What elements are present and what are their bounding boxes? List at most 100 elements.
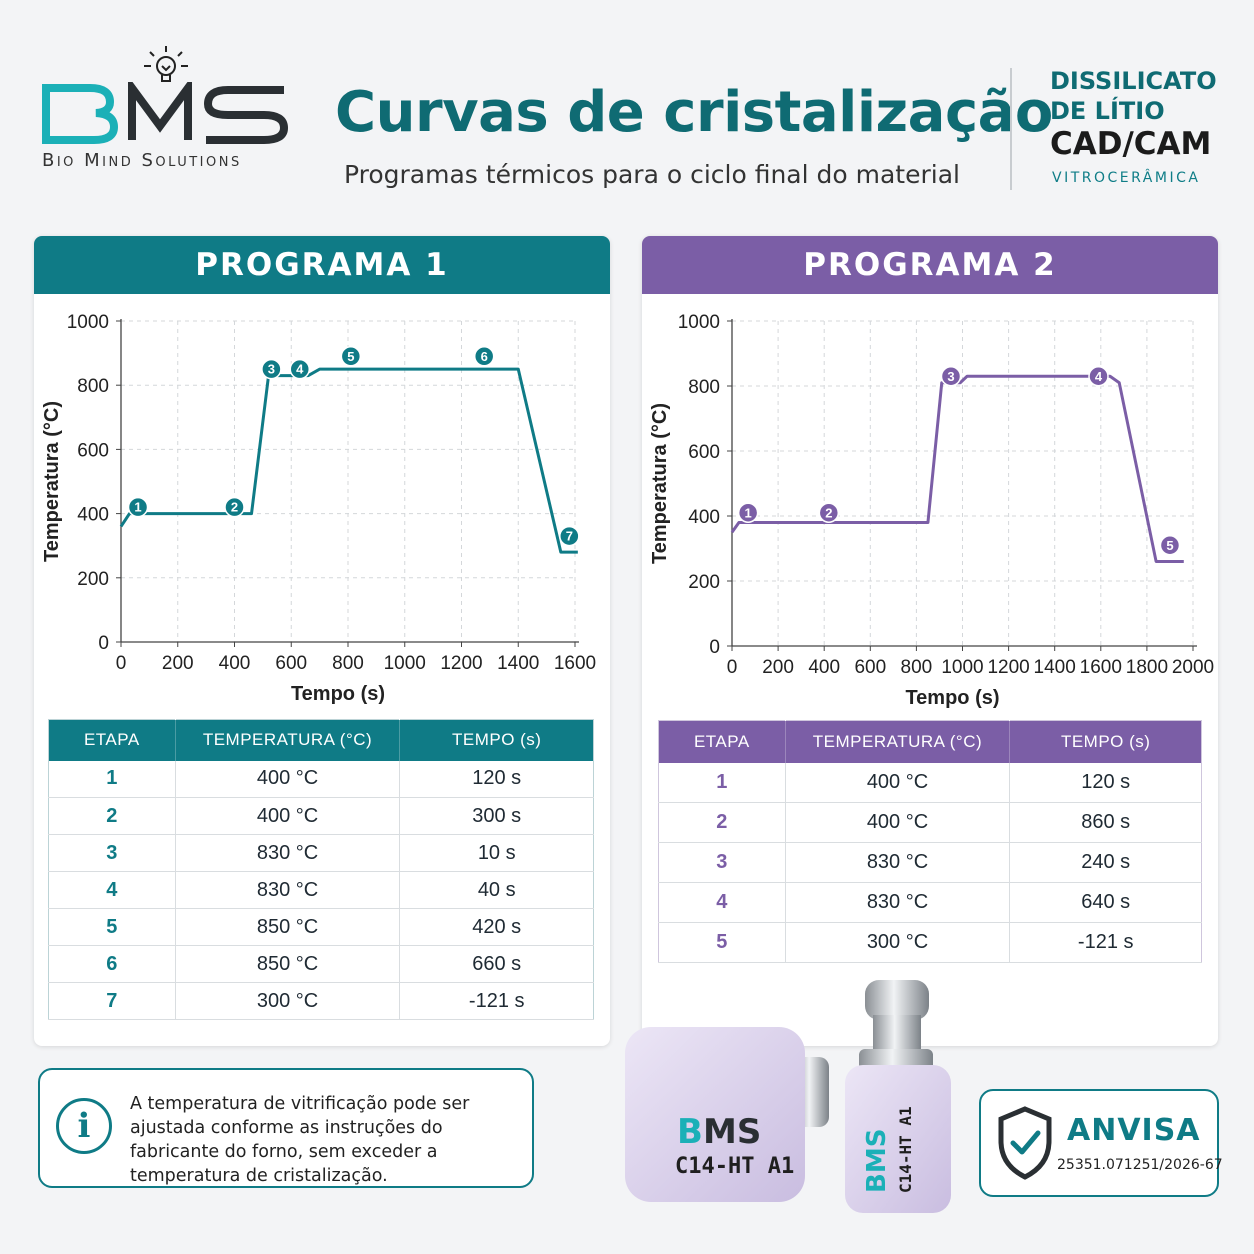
program-2-x-tick-label: 1800 — [1126, 657, 1168, 678]
program-1-stage-marker: 4 — [289, 358, 311, 380]
program-2-table-row: 2 400 °C 860 s — [658, 802, 1202, 843]
program-1-stage-cell: 5 — [48, 908, 176, 946]
program-2-time-cell: 240 s — [1009, 842, 1202, 883]
program-1-table-row: 7 300 °C -121 s — [48, 982, 594, 1020]
brand-logo: Bio Mind Solutions — [40, 42, 290, 172]
program-2-table-row: 5 300 °C -121 s — [658, 922, 1202, 963]
program-1-y-axis-label: Temperatura (°C) — [41, 401, 63, 562]
program-2-y-tick-label: 600 — [688, 442, 720, 463]
program-2-x-tick-label: 1000 — [941, 657, 983, 678]
page-subtitle: Programas térmicos para o ciclo final do… — [344, 160, 960, 189]
program-2-table-row: 4 830 °C 640 s — [658, 882, 1202, 923]
program-2-x-tick-label: 1200 — [987, 657, 1029, 678]
program-1-x-tick-label: 400 — [219, 653, 251, 674]
program-2-stage-marker-label: 3 — [947, 369, 954, 384]
program-2-stage-marker: 2 — [818, 502, 840, 523]
program-1-table: ETAPA TEMPERATURA (°C) TEMPO (s) 1 400 °C 120… — [48, 719, 594, 1020]
brand-tagline: Bio Mind Solutions — [42, 150, 242, 171]
program-2-x-tick-label: 200 — [762, 657, 794, 678]
program-1-x-tick-label: 0 — [116, 653, 127, 674]
program-1-x-tick-label: 1600 — [554, 653, 596, 674]
program-2-x-tick-label: 2000 — [1172, 657, 1214, 678]
program-1-time-cell: 420 s — [399, 908, 594, 946]
program-1-time-cell: 300 s — [399, 797, 594, 835]
program-1-table-row: 1 400 °C 120 s — [48, 760, 594, 798]
program-1-stage-cell: 6 — [48, 945, 176, 983]
program-2-chart: 0 200 400 600 800 1000 1200 1400 1600 1800 2000020… — [649, 312, 1214, 709]
program-2-table-header-cell: ETAPA — [658, 720, 786, 763]
info-note-text: A temperatura de vitrificação pode ser a… — [130, 1094, 470, 1186]
program-1-x-tick-label: 1400 — [497, 653, 539, 674]
program-2-y-tick-label: 200 — [688, 572, 720, 593]
program-2-stage-marker-label: 4 — [1095, 369, 1103, 384]
program-1-y-tick-label: 800 — [77, 376, 109, 397]
program-1-temperature-cell: 850 °C — [175, 945, 401, 983]
logo-letters — [42, 82, 289, 144]
anvisa-title: ANVISA — [1067, 1113, 1201, 1148]
program-1-stage-marker-label: 4 — [296, 362, 304, 377]
program-1-stage-cell: 2 — [48, 797, 176, 835]
program-2-y-tick-label: 1000 — [678, 312, 720, 333]
program-1-stage-cell: 7 — [48, 982, 176, 1020]
program-1-stage-marker-circle — [559, 525, 580, 547]
program-2-temperature-cell: 300 °C — [785, 922, 1011, 963]
program-1-stage-marker-label: 7 — [566, 529, 573, 544]
program-1-stage-marker-circle — [289, 358, 311, 380]
program-2-x-tick-label: 600 — [854, 657, 886, 678]
program-2-temperature-cell: 830 °C — [785, 882, 1011, 923]
program-2-stage-marker-circle — [1088, 366, 1109, 387]
header-divider — [1010, 68, 1012, 190]
program-1-stage-marker: 7 — [559, 525, 580, 547]
program-1-stage-cell: 3 — [48, 834, 176, 872]
program-2-y-tick-label: 400 — [688, 507, 720, 528]
program-1-stage-marker-circle — [224, 496, 245, 518]
program-1-table-header-cell: ETAPA — [48, 719, 176, 761]
program-1-stage-marker: 3 — [261, 358, 282, 380]
program-2-x-tick-label: 800 — [901, 657, 933, 678]
program-1-table-header-row: ETAPA TEMPERATURA (°C) TEMPO (s) — [48, 719, 594, 761]
program-1-stage-marker-label: 5 — [347, 349, 354, 364]
program-1-stage-marker: 6 — [473, 346, 495, 367]
program-1-x-tick-label: 200 — [162, 653, 194, 674]
program-1-stage-marker-label: 1 — [134, 500, 141, 515]
program-1-table-row: 5 850 °C 420 s — [48, 908, 594, 946]
program-2-stage-marker-circle — [1159, 535, 1181, 556]
program-2-table: ETAPA TEMPERATURA (°C) TEMPO (s) 1 400 °C 120… — [658, 720, 1202, 963]
program-1-time-cell: 120 s — [399, 760, 594, 798]
program-2-time-cell: 120 s — [1009, 762, 1202, 803]
program-2-stage-cell: 4 — [658, 882, 786, 923]
program-1-x-tick-label: 1200 — [440, 653, 482, 674]
program-1-temperature-cell: 400 °C — [175, 797, 401, 835]
program-1-stage-cell: 4 — [48, 871, 176, 909]
info-note: i A temperatura de vitrificação pode ser… — [38, 1068, 534, 1188]
program-1-table-header-cell: TEMPO (s) — [399, 719, 594, 761]
small-block-label: C14-HT A1 — [896, 1106, 915, 1193]
program-1-time-cell: 40 s — [399, 871, 594, 909]
program-2-time-cell: -121 s — [1009, 922, 1202, 963]
svg-text:B: B — [677, 1112, 703, 1152]
program-1-temperature-cell: 850 °C — [175, 908, 401, 946]
program-1-stage-marker-circle — [261, 358, 282, 380]
program-1-table-row: 3 830 °C 10 s — [48, 834, 594, 872]
program-2-stage-marker-label: 1 — [745, 505, 752, 520]
program-1-chart: 0 200 400 600 800 1000 1200 1400 1600 0 200 400 600 8… — [41, 312, 596, 705]
program-1-table-row: 4 830 °C 40 s — [48, 871, 594, 909]
program-1-temperature-cell: 830 °C — [175, 871, 401, 909]
program-1-x-tick-label: 600 — [275, 653, 307, 674]
program-2-stage-marker-label: 2 — [825, 505, 832, 520]
program-2-stage-marker: 5 — [1159, 535, 1181, 556]
program-2-table-row: 3 830 °C 240 s — [658, 842, 1202, 883]
material-name: DISSILICATO DE LÍTIO — [1050, 66, 1217, 126]
large-block-label: C14-HT A1 — [675, 1154, 794, 1179]
info-icon: i — [56, 1098, 112, 1154]
svg-text:MS: MS — [703, 1112, 761, 1152]
program-1-stage-marker-circle — [473, 346, 495, 367]
program-1-stage-marker: 1 — [127, 496, 149, 518]
program-2-stage-cell: 2 — [658, 802, 786, 843]
program-2-table-row: 1 400 °C 120 s — [658, 762, 1202, 803]
program-2-time-cell: 640 s — [1009, 882, 1202, 923]
program-1-y-tick-label: 0 — [98, 633, 109, 654]
program-2-y-tick-label: 800 — [688, 377, 720, 398]
program-1-time-cell: 10 s — [399, 834, 594, 872]
program-1-time-cell: 660 s — [399, 945, 594, 983]
